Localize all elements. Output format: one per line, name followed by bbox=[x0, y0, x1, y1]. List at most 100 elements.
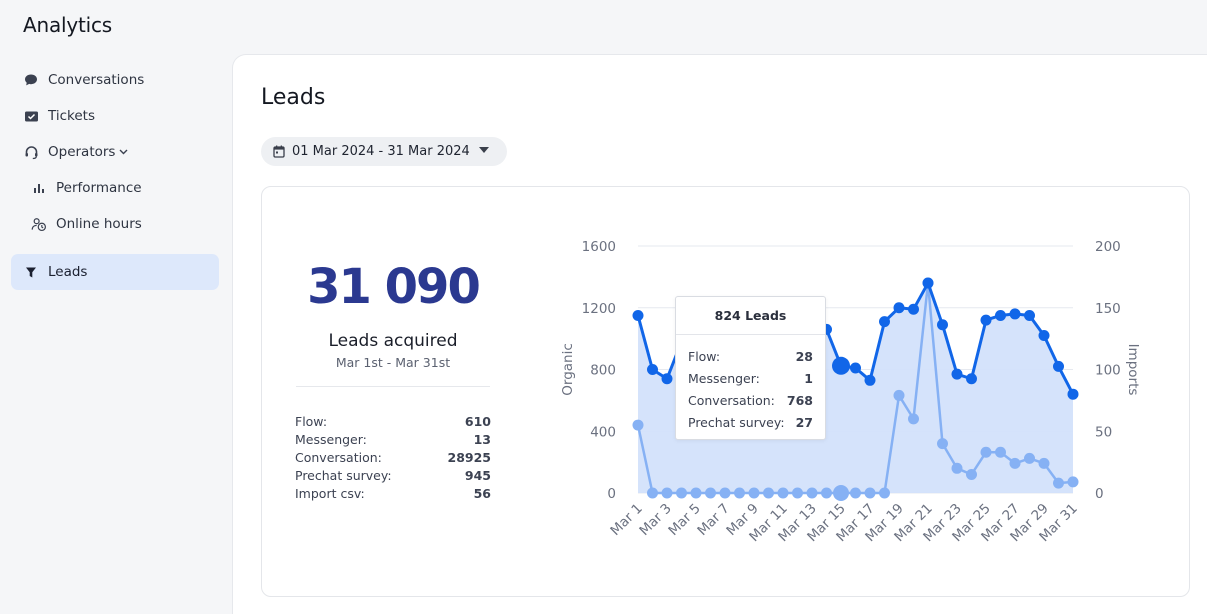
x-tick-label: Mar 1 bbox=[607, 501, 645, 539]
organic-point bbox=[937, 319, 948, 331]
divider bbox=[296, 386, 490, 387]
app-title: Analytics bbox=[23, 13, 113, 37]
leads-total-label: Leads acquired bbox=[328, 331, 458, 351]
tooltip-value: 27 bbox=[795, 415, 813, 430]
leads-total-range: Mar 1st - Mar 31st bbox=[335, 355, 451, 370]
organic-point bbox=[850, 362, 861, 374]
breakdown-value: 13 bbox=[473, 432, 491, 447]
sidebar-item-label: Tickets bbox=[48, 108, 95, 124]
tooltip-label: Messenger: bbox=[688, 371, 760, 386]
y2-axis-title: Imports bbox=[1125, 344, 1141, 396]
breakdown-value: 945 bbox=[464, 468, 491, 483]
imports-point bbox=[1009, 457, 1021, 469]
bar-chart-icon bbox=[31, 180, 47, 196]
y2-tick-label: 0 bbox=[1095, 486, 1104, 502]
caret-down-icon bbox=[479, 147, 489, 153]
organic-point bbox=[951, 368, 963, 380]
imports-point bbox=[1038, 457, 1050, 469]
chart-tooltip: 824 Leads Flow: 28 Messenger: 1 Conversati… bbox=[675, 296, 826, 440]
sidebar-item-operators[interactable]: Operators bbox=[11, 134, 219, 170]
imports-point bbox=[893, 389, 905, 401]
imports-point bbox=[792, 487, 803, 499]
tooltip-row-conversation: Conversation: 768 bbox=[688, 390, 813, 412]
sidebar-item-label: Online hours bbox=[56, 216, 142, 232]
imports-point bbox=[1067, 476, 1079, 488]
organic-point bbox=[922, 277, 934, 289]
sidebar-item-conversations[interactable]: Conversations bbox=[11, 62, 219, 98]
leads-total: 31 090 bbox=[307, 259, 481, 315]
sidebar-item-performance[interactable]: Performance bbox=[11, 170, 219, 206]
organic-point bbox=[1024, 309, 1035, 321]
organic-point bbox=[908, 303, 919, 315]
sidebar-item-leads[interactable]: Leads bbox=[11, 254, 219, 290]
breakdown-row-prechat-survey: Prechat survey: 945 bbox=[295, 467, 491, 485]
breakdown-value: 56 bbox=[473, 486, 491, 501]
y-tick-label: 0 bbox=[607, 486, 616, 502]
organic-point bbox=[980, 314, 992, 326]
sidebar-item-tickets[interactable]: Tickets bbox=[11, 98, 219, 134]
imports-point bbox=[821, 487, 832, 499]
imports-point bbox=[748, 487, 760, 499]
tooltip-value: 768 bbox=[786, 393, 813, 408]
sidebar-item-label: Performance bbox=[56, 180, 142, 196]
y2-tick-label: 150 bbox=[1095, 301, 1121, 317]
imports-point bbox=[937, 438, 948, 450]
organic-point bbox=[661, 373, 673, 385]
tooltip-row-flow: Flow: 28 bbox=[688, 346, 813, 368]
imports-point bbox=[705, 487, 716, 499]
organic-point bbox=[864, 374, 876, 386]
y2-tick-label: 50 bbox=[1095, 424, 1112, 440]
chevron-down-icon bbox=[119, 147, 128, 158]
funnel-icon bbox=[23, 264, 39, 280]
y2-tick-label: 200 bbox=[1095, 239, 1121, 255]
organic-point bbox=[966, 373, 977, 385]
tooltip-row-prechat-survey: Prechat survey: 27 bbox=[688, 412, 813, 434]
y-axis-title: Organic bbox=[560, 343, 576, 396]
breakdown-label: Conversation: bbox=[295, 450, 382, 465]
y-tick-label: 1200 bbox=[582, 301, 616, 317]
imports-point bbox=[995, 446, 1006, 458]
page-title: Leads bbox=[261, 85, 326, 110]
date-range-value: 01 Mar 2024 - 31 Mar 2024 bbox=[292, 144, 470, 159]
leads-breakdown: Flow: 610 Messenger: 13 Conversation: 28925… bbox=[295, 413, 491, 503]
breakdown-row-flow: Flow: 610 bbox=[295, 413, 491, 431]
organic-point bbox=[1053, 360, 1064, 372]
organic-point bbox=[893, 302, 905, 314]
breakdown-label: Prechat survey: bbox=[295, 468, 392, 483]
sidebar-item-online-hours[interactable]: Online hours bbox=[11, 206, 219, 242]
imports-point bbox=[763, 487, 774, 499]
organic-point bbox=[1067, 388, 1079, 400]
imports-point bbox=[734, 487, 745, 499]
imports-point bbox=[951, 462, 963, 474]
imports-point bbox=[980, 446, 992, 458]
organic-point bbox=[647, 364, 658, 375]
breakdown-row-conversation: Conversation: 28925 bbox=[295, 449, 491, 467]
imports-point bbox=[719, 487, 731, 499]
x-tick-label: Mar 5 bbox=[665, 501, 703, 539]
ticket-icon bbox=[23, 108, 39, 124]
tooltip-label: Flow: bbox=[688, 349, 721, 364]
y2-tick-label: 100 bbox=[1095, 363, 1121, 379]
sidebar-item-label: Operators bbox=[48, 144, 116, 160]
x-tick-label: Mar 3 bbox=[636, 501, 674, 539]
headset-icon bbox=[23, 144, 39, 160]
sidebar-item-label: Leads bbox=[48, 264, 88, 280]
x-tick-label: Mar 7 bbox=[694, 501, 732, 539]
imports-point bbox=[647, 487, 658, 499]
sidebar-item-label: Conversations bbox=[48, 72, 145, 88]
organic-area bbox=[638, 283, 1073, 493]
organic-point bbox=[995, 309, 1006, 321]
imports-point bbox=[908, 413, 919, 425]
organic-point bbox=[879, 316, 890, 328]
date-range-picker[interactable]: 01 Mar 2024 - 31 Mar 2024 bbox=[261, 137, 507, 166]
tooltip-label: Conversation: bbox=[688, 393, 775, 408]
imports-point bbox=[1024, 452, 1035, 464]
imports-point bbox=[833, 485, 849, 501]
breakdown-value: 28925 bbox=[447, 450, 492, 465]
organic-point bbox=[632, 309, 644, 321]
tooltip-title: 824 Leads bbox=[714, 308, 787, 323]
y-tick-label: 1600 bbox=[582, 239, 616, 255]
imports-point bbox=[632, 419, 644, 431]
breakdown-row-messenger: Messenger: 13 bbox=[295, 431, 491, 449]
imports-point bbox=[1053, 477, 1064, 489]
